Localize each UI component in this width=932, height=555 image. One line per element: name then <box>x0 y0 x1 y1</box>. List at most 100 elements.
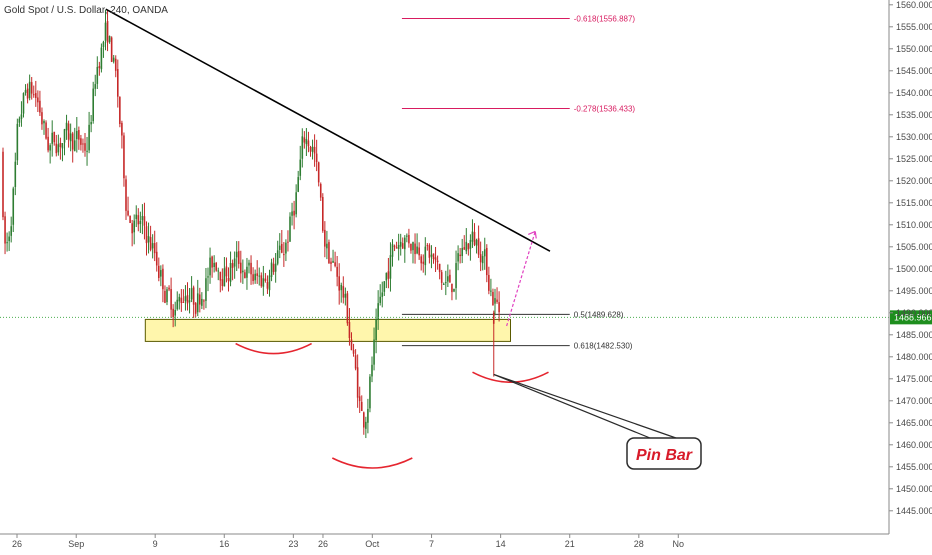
time-tick-label: 26 <box>318 539 328 549</box>
candle-body <box>313 146 316 154</box>
candle-body <box>217 270 220 272</box>
candle-body <box>71 133 74 150</box>
candle-body <box>55 143 58 154</box>
candle-body <box>330 261 332 264</box>
candle-body <box>6 242 8 244</box>
candle-body <box>332 260 334 263</box>
candle-body <box>153 243 156 254</box>
pin-bar-callout[interactable]: Pin Bar <box>626 437 702 470</box>
candle-body <box>203 300 205 302</box>
candle-body <box>162 268 164 290</box>
candles-layer <box>2 9 500 439</box>
candle-body <box>164 290 166 303</box>
candle-body <box>479 254 482 263</box>
candle-body <box>475 239 478 246</box>
candle-body <box>395 247 398 249</box>
candle-body <box>342 286 345 298</box>
candle-body <box>412 242 414 251</box>
candle-body <box>119 97 121 124</box>
candle-body <box>158 265 160 278</box>
candle-body <box>393 245 396 247</box>
candle-body <box>348 322 351 339</box>
candle-body <box>160 270 162 277</box>
candle-body <box>373 339 375 365</box>
descending-trendline <box>105 8 551 252</box>
candle-body <box>37 97 39 103</box>
candle-body <box>84 143 86 151</box>
candle-body <box>360 401 363 412</box>
candle-body <box>410 243 412 251</box>
candle-body <box>494 298 496 304</box>
candle-body <box>192 287 195 305</box>
candle-body <box>35 93 37 98</box>
price-tick-label: 1445.000 <box>896 506 932 516</box>
candle-body <box>16 123 19 161</box>
candle-body <box>10 226 12 236</box>
candle-body <box>340 284 343 291</box>
candle-body <box>223 268 226 287</box>
candle-body <box>338 276 340 291</box>
candle-body <box>229 263 232 282</box>
candle-body <box>469 240 472 249</box>
candle-body <box>2 151 4 218</box>
candle-body <box>385 272 388 281</box>
candle-body <box>57 144 60 153</box>
candle-body <box>176 299 179 310</box>
candle-body <box>258 275 261 277</box>
candle-body <box>424 246 427 266</box>
candle-body <box>256 273 258 276</box>
candle-body <box>381 292 384 297</box>
candle-body <box>436 260 439 263</box>
candle-body <box>319 184 322 198</box>
candle-body <box>26 88 29 99</box>
candle-body <box>133 220 135 233</box>
price-tick-label: 1515.000 <box>896 198 932 208</box>
candle-body <box>63 129 66 143</box>
candle-body <box>401 243 404 249</box>
candle-body <box>242 270 244 273</box>
candle-body <box>178 296 181 302</box>
candle-body <box>471 231 474 242</box>
candle-body <box>108 36 111 42</box>
candle-body <box>69 133 72 142</box>
candle-body <box>303 137 306 143</box>
current-price-badge <box>890 310 932 325</box>
candle-body <box>4 216 6 244</box>
candle-body <box>213 262 215 268</box>
candle-body <box>465 241 468 252</box>
candle-body <box>285 242 287 254</box>
candle-body <box>53 131 56 143</box>
candle-body <box>404 237 406 250</box>
candle-body <box>18 118 21 123</box>
projection-arrow-line <box>506 231 536 327</box>
candle-body <box>473 232 476 245</box>
candle-body <box>182 301 185 303</box>
time-tick-label: 16 <box>219 539 229 549</box>
candle-body <box>219 271 222 281</box>
candle-body <box>268 275 271 291</box>
candle-body <box>172 308 174 318</box>
candle-body <box>352 349 355 354</box>
candle-body <box>235 251 238 258</box>
candle-body <box>307 140 310 147</box>
candle-body <box>414 243 416 255</box>
candle-body <box>354 355 357 369</box>
candle-body <box>463 247 466 250</box>
candle-body <box>387 271 390 279</box>
candle-body <box>209 257 211 276</box>
candle-body <box>457 253 459 262</box>
price-tick-label: 1550.000 <box>896 44 932 54</box>
right-shoulder-curve <box>472 371 549 383</box>
candle-body <box>428 245 431 258</box>
time-tick-label: 23 <box>288 539 298 549</box>
candle-body <box>207 276 209 278</box>
candle-body <box>24 90 27 93</box>
candle-body <box>254 273 256 281</box>
candle-body <box>121 122 123 136</box>
candle-body <box>92 88 94 122</box>
fib-level-label: 0.5(1489.628) <box>574 310 624 319</box>
candle-body <box>305 139 308 145</box>
candle-body <box>281 243 283 253</box>
